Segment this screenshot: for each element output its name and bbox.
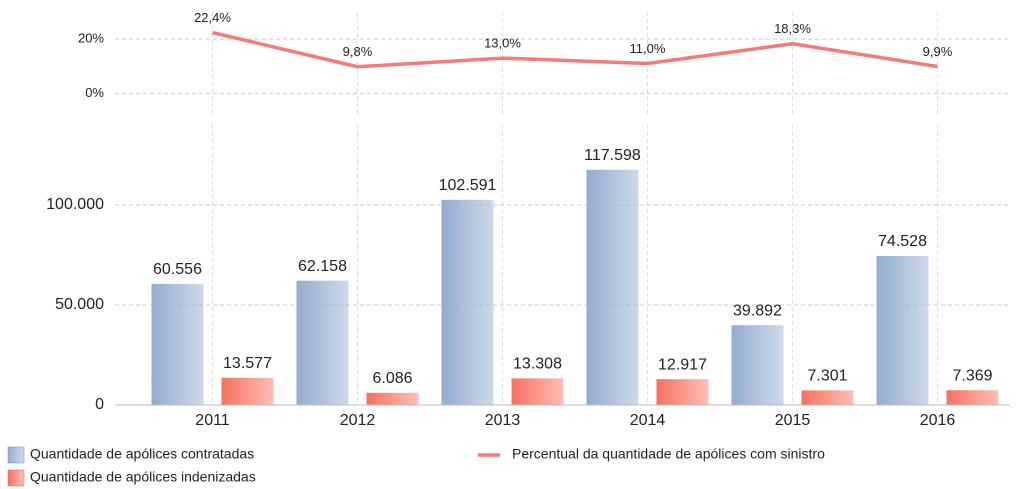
data-label: 18,3% (774, 21, 811, 36)
x-tick-label: 2015 (775, 412, 811, 429)
data-label: 62.158 (298, 258, 347, 275)
bar (946, 390, 999, 405)
line (212, 30, 938, 69)
bar (296, 280, 349, 405)
bar (151, 283, 204, 405)
y-tick-label: 50.000 (55, 296, 104, 313)
bar (441, 199, 494, 405)
data-label: 22,4% (194, 10, 231, 25)
x-tick-label: 2013 (485, 412, 521, 429)
legend-swatch (7, 446, 25, 464)
x-tick-label: 2016 (920, 412, 956, 429)
bar (366, 392, 419, 405)
bar (801, 390, 854, 405)
y-tick-label: 0 (95, 396, 104, 413)
data-label: 9,8% (343, 44, 373, 59)
data-label: 102.591 (439, 177, 497, 194)
legend-label: Quantidade de apólices indenizadas (30, 469, 256, 485)
x-tick-label: 2012 (340, 412, 376, 429)
data-label: 39.892 (733, 302, 782, 319)
legend-swatch (7, 469, 25, 487)
legend-label: Quantidade de apólices contratadas (30, 446, 254, 462)
x-tick-label: 2011 (195, 412, 230, 429)
data-label: 13.308 (513, 356, 562, 373)
x-tick-label: 2014 (630, 412, 666, 429)
data-label: 7.369 (952, 367, 992, 384)
bar (511, 378, 564, 405)
bar (656, 379, 709, 405)
data-label: 13.577 (223, 355, 272, 372)
data-label: 11,0% (630, 41, 666, 56)
data-label: 117.598 (584, 147, 641, 164)
data-label: 74.528 (878, 233, 927, 250)
bar (731, 325, 784, 405)
bar (586, 169, 639, 405)
y-tick-label: 0% (85, 85, 104, 100)
y-tick-label: 20% (78, 31, 104, 46)
bar (876, 255, 929, 405)
data-label: 12.917 (658, 356, 707, 373)
data-label: 13,0% (484, 36, 521, 51)
data-label: 9,9% (923, 44, 953, 59)
data-label: 60.556 (153, 261, 202, 278)
bar (221, 377, 274, 405)
legend-label: Percentual da quantidade de apólices com… (512, 446, 825, 462)
data-label: 6.086 (372, 370, 412, 387)
y-tick-label: 100.000 (46, 196, 104, 213)
data-label: 7.301 (807, 368, 847, 385)
